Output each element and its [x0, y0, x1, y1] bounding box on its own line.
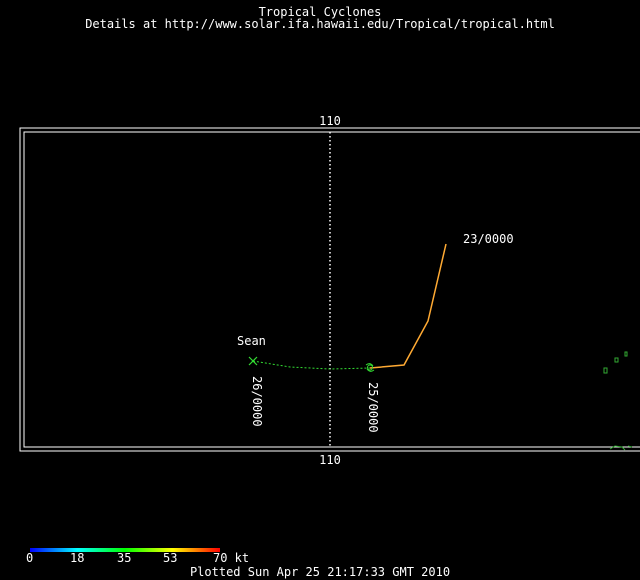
- scale-tick-0: 0: [26, 551, 34, 565]
- longitude-label-top: 110: [319, 114, 341, 128]
- scale-tick-35: 35: [117, 551, 132, 565]
- scale-tick-18: 18: [70, 551, 85, 565]
- land-fragments: [603, 351, 633, 451]
- storm-name-label: Sean: [237, 334, 266, 348]
- chart-title: Tropical Cyclones: [258, 5, 382, 19]
- scale-tick-53: 53: [163, 551, 178, 565]
- plotted-timestamp: Plotted Sun Apr 25 21:17:33 GMT 2010: [189, 565, 451, 579]
- time-label-26-0000: 26/0000: [250, 376, 264, 427]
- storm-track-strong-segment: [369, 243, 447, 369]
- tropical-storm-symbol: [365, 363, 375, 372]
- time-label-23-0000: 23/0000: [463, 232, 514, 246]
- details-link-text[interactable]: Details at http://www.solar.ifa.hawaii.e…: [85, 17, 555, 31]
- longitude-label-bottom: 110: [319, 453, 341, 467]
- map-frame-inner: [23, 131, 640, 448]
- scale-tick-70-kt: 70 kt: [213, 551, 250, 565]
- chart-header: Tropical Cyclones Details at http://www.…: [0, 6, 640, 30]
- map-frame-outer: [19, 127, 640, 452]
- storm-track-weak-segment: [252, 360, 371, 370]
- time-label-25-0000: 25/0000: [366, 382, 380, 433]
- storm-current-position-marker: [248, 356, 258, 366]
- wind-speed-scale-bar: [30, 548, 220, 552]
